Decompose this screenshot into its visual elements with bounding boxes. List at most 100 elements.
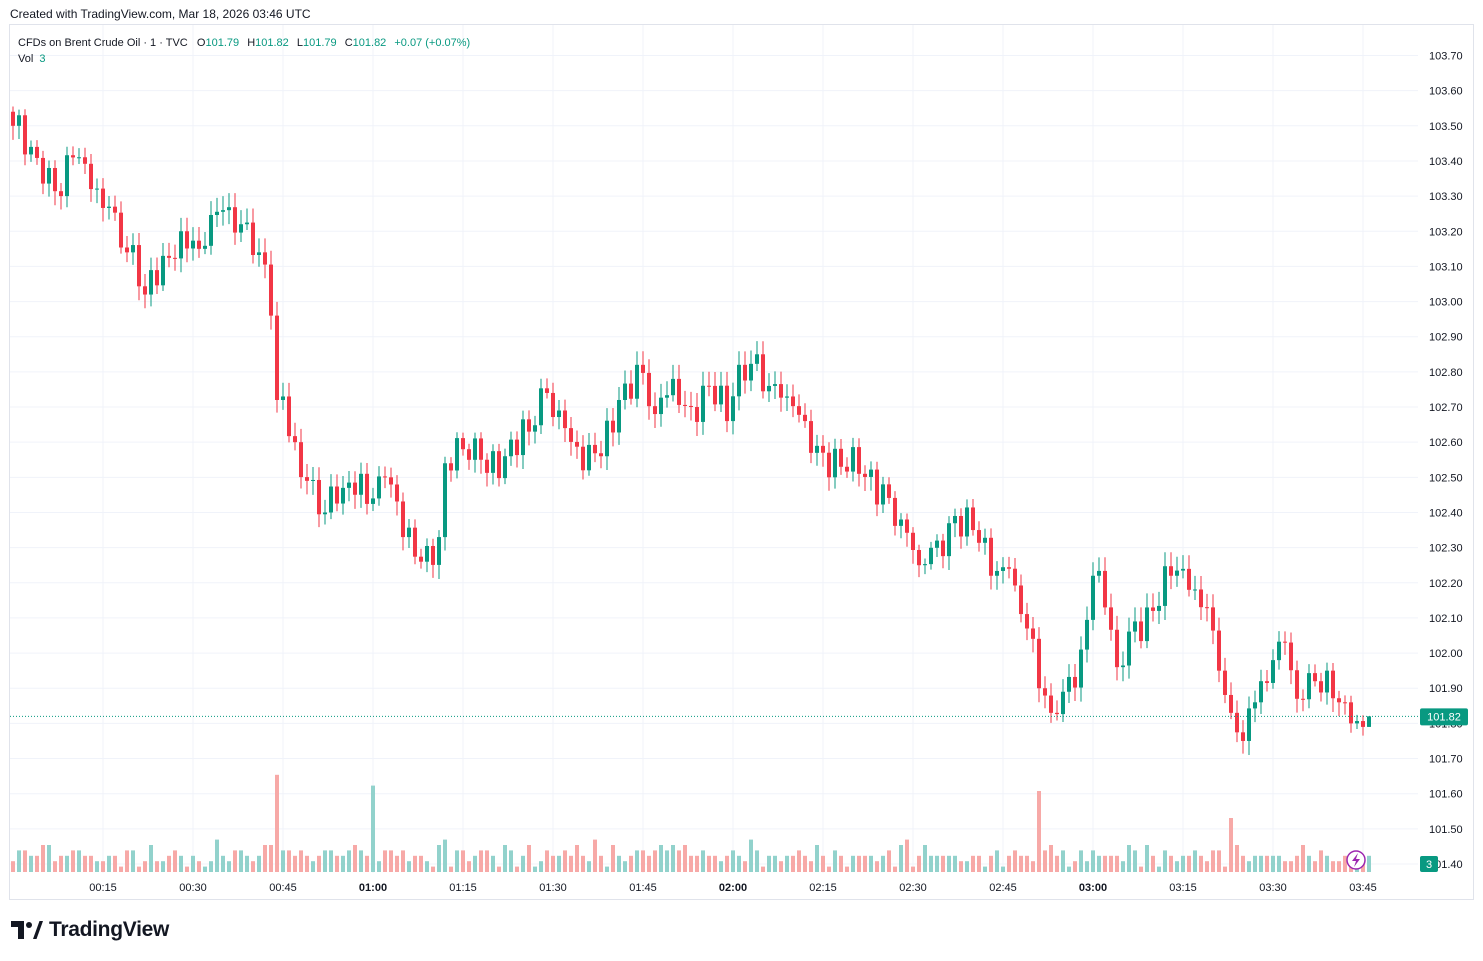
candle-body[interactable] [1277,641,1281,661]
candle-body[interactable] [857,447,861,474]
candle-body[interactable] [1235,712,1239,733]
candle-body[interactable] [1343,702,1347,704]
candle-body[interactable] [233,207,237,233]
candle-body[interactable] [899,519,903,526]
candle-body[interactable] [725,385,729,422]
candle-body[interactable] [1127,631,1131,666]
candle-body[interactable] [311,479,315,481]
candle-body[interactable] [149,270,153,295]
candle-body[interactable] [635,364,639,399]
candle-body[interactable] [953,515,957,524]
candle-body[interactable] [1121,665,1125,668]
candle-body[interactable] [1205,607,1209,609]
candle-body[interactable] [1307,673,1311,700]
legend-vol-label[interactable]: Vol [18,53,34,65]
candle-body[interactable] [533,425,537,432]
candle-body[interactable] [761,354,765,392]
candle-body[interactable] [659,397,663,415]
candle-body[interactable] [905,519,909,533]
candle-body[interactable] [959,515,963,537]
candle-body[interactable] [107,206,111,208]
candle-body[interactable] [923,564,927,566]
candle-body[interactable] [749,363,753,381]
candle-body[interactable] [1211,607,1215,631]
candle-body[interactable] [767,385,771,392]
candle-body[interactable] [545,388,549,393]
chart-frame[interactable] [9,24,1474,900]
candle-body[interactable] [653,406,657,415]
candle-body[interactable] [1325,670,1329,693]
candle-body[interactable] [1025,614,1029,629]
candle-body[interactable] [431,546,435,565]
candle-body[interactable] [1259,681,1263,703]
candle-body[interactable] [1061,691,1065,715]
candle-body[interactable] [287,396,291,437]
candle-body[interactable] [695,407,699,422]
candle-body[interactable] [17,115,21,126]
candle-body[interactable] [323,512,327,515]
candle-body[interactable] [359,473,363,495]
candle-body[interactable] [113,206,117,213]
candle-body[interactable] [479,438,483,460]
candle-body[interactable] [1157,605,1161,611]
candle-body[interactable] [77,157,81,159]
candle-body[interactable] [491,451,495,473]
tradingview-logo[interactable]: TradingView [11,918,169,942]
candle-body[interactable] [539,388,543,426]
candle-body[interactable] [377,476,381,499]
candle-body[interactable] [221,210,225,212]
candle-body[interactable] [23,115,27,155]
candle-body[interactable] [1103,570,1107,608]
candle-body[interactable] [227,207,231,211]
candle-body[interactable] [707,385,711,387]
candle-body[interactable] [203,245,207,249]
candle-body[interactable] [371,498,375,504]
candle-body[interactable] [473,438,477,460]
candle-body[interactable] [257,252,261,255]
candle-body[interactable] [443,463,447,538]
candle-body[interactable] [521,419,525,456]
lightning-icon[interactable] [1346,850,1366,870]
candle-body[interactable] [449,463,453,471]
candle-body[interactable] [1337,698,1341,703]
candle-body[interactable] [515,439,519,456]
candle-body[interactable] [1067,676,1071,692]
candle-body[interactable] [1187,568,1191,590]
candle-body[interactable] [839,448,843,467]
candle-body[interactable] [1193,589,1197,591]
candle-body[interactable] [641,364,645,373]
candle-body[interactable] [1163,566,1167,606]
candle-body[interactable] [863,473,867,477]
candle-body[interactable] [1313,673,1317,682]
candle-body[interactable] [497,451,501,479]
candle-body[interactable] [563,410,567,429]
candle-body[interactable] [887,484,891,498]
candle-body[interactable] [587,444,591,471]
candle-body[interactable] [185,231,189,249]
candle-body[interactable] [1037,638,1041,689]
candle-body[interactable] [413,527,417,557]
candle-body[interactable] [1139,621,1143,642]
candle-body[interactable] [1331,670,1335,699]
candle-body[interactable] [161,255,165,286]
candle-body[interactable] [329,486,333,513]
candle-body[interactable] [971,507,975,531]
candle-body[interactable] [713,385,717,405]
candle-body[interactable] [191,240,195,249]
candle-body[interactable] [389,477,393,485]
candle-body[interactable] [395,484,399,502]
candle-body[interactable] [419,556,423,562]
candle-body[interactable] [683,404,687,406]
candle-body[interactable] [1013,568,1017,586]
candle-body[interactable] [983,537,987,543]
candle-body[interactable] [53,167,57,192]
candle-body[interactable] [623,383,627,400]
candle-body[interactable] [731,396,735,422]
candle-body[interactable] [365,473,369,504]
candle-body[interactable] [893,497,897,526]
candle-body[interactable] [821,445,825,453]
candle-body[interactable] [503,456,507,479]
candle-body[interactable] [917,549,921,566]
candle-body[interactable] [1151,607,1155,611]
